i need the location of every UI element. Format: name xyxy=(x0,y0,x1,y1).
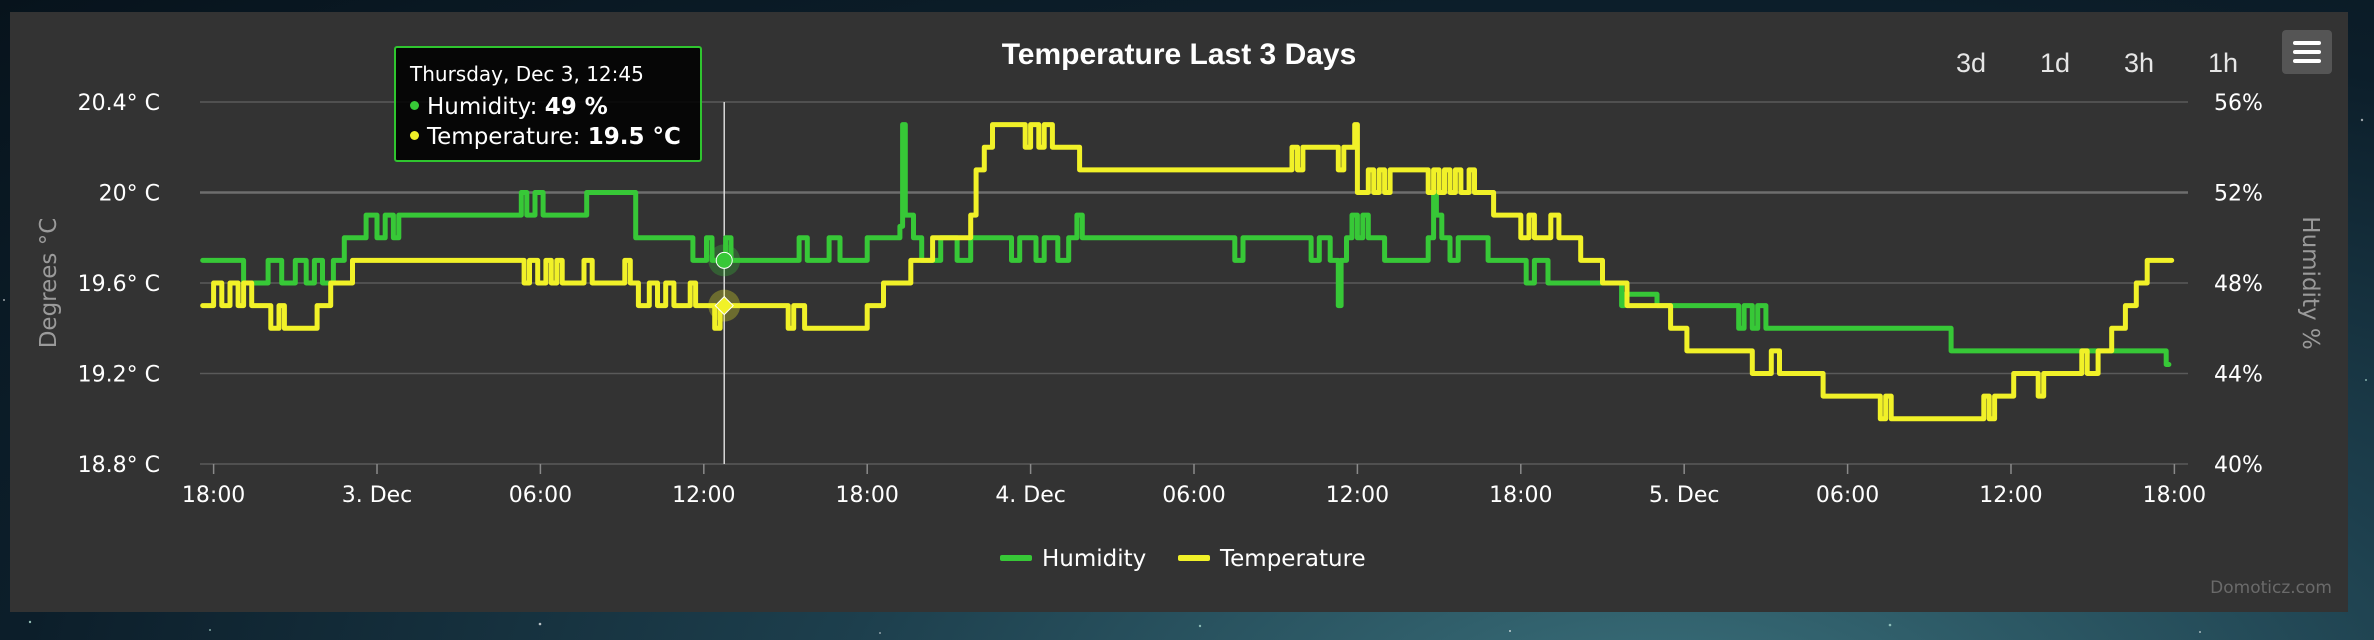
menu-icon-bar xyxy=(2293,59,2321,63)
temperature-series-line xyxy=(200,122,2175,422)
y-right-tick-label: 40% xyxy=(2214,453,2263,478)
range-3d-button[interactable]: 3d xyxy=(1956,48,1987,78)
legend-humidity[interactable]: Humidity xyxy=(1000,546,1146,572)
x-tick-label: 06:00 xyxy=(1162,483,1225,508)
humidity-dot-icon xyxy=(410,101,419,110)
temperature-hover-point xyxy=(714,295,734,316)
x-tick-label: 18:00 xyxy=(836,483,899,508)
chart-panel: 18.8° C 19.2° C 19.6° C 20° C 20.4° C 40% 44% 4… xyxy=(10,12,2348,612)
x-tick-label: 06:00 xyxy=(1816,483,1879,508)
humidity-swatch-icon xyxy=(1000,554,1032,561)
legend-temperature[interactable]: Temperature xyxy=(1178,546,1366,572)
tooltip-humidity-row: Humidity: 49 % xyxy=(410,92,700,122)
y-right-tick-label: 48% xyxy=(2214,272,2263,297)
x-tick-label: 18:00 xyxy=(182,483,245,508)
range-1h-button[interactable]: 1h xyxy=(2208,48,2239,78)
y-left-tick-label: 19.6° C xyxy=(78,272,160,297)
x-tick-label: 18:00 xyxy=(1489,483,1552,508)
y-left-tick-label: 18.8° C xyxy=(78,453,160,478)
legend-temperature-label: Temperature xyxy=(1220,546,1366,572)
hover-tooltip: Thursday, Dec 3, 12:45 Humidity: 49 % Te… xyxy=(394,46,702,162)
tooltip-date: Thursday, Dec 3, 12:45 xyxy=(410,62,644,86)
y-right-tick-label: 44% xyxy=(2214,363,2263,388)
x-tick-label: 12:00 xyxy=(1326,483,1389,508)
humidity-series-line xyxy=(200,122,2172,367)
range-1d-button[interactable]: 1d xyxy=(2040,48,2071,78)
x-tick-label: 4. Dec xyxy=(995,483,1066,508)
temperature-chart: 18.8° C 19.2° C 19.6° C 20° C 20.4° C 40% 44% 4… xyxy=(36,91,2323,508)
x-tick-label: 3. Dec xyxy=(342,483,413,508)
menu-icon xyxy=(2293,41,2321,45)
legend-humidity-label: Humidity xyxy=(1042,546,1147,572)
y-right-tick-label: 56% xyxy=(2214,91,2263,116)
x-tick-label: 18:00 xyxy=(2143,483,2206,508)
x-tick-label: 12:00 xyxy=(672,483,735,508)
menu-icon-bar xyxy=(2293,50,2321,54)
tooltip-temperature-label: Temperature: xyxy=(427,124,581,150)
temperature-dot-icon xyxy=(410,131,419,140)
tooltip-temperature-value: 19.5 °C xyxy=(587,124,681,150)
x-tick-label: 06:00 xyxy=(509,483,572,508)
credits-link[interactable]: Domoticz.com xyxy=(2210,578,2332,598)
y-left-tick-label: 19.2° C xyxy=(78,363,160,388)
y-left-tick-label: 20° C xyxy=(99,182,160,207)
temperature-swatch-icon xyxy=(1178,554,1210,561)
tooltip-temperature-row: Temperature: 19.5 °C xyxy=(410,122,700,152)
chart-title: Temperature Last 3 Days xyxy=(1001,38,1357,71)
chart-menu-button[interactable] xyxy=(2282,30,2332,74)
tooltip-humidity-value: 49 % xyxy=(544,94,608,120)
y-left-tick-label: 20.4° C xyxy=(78,91,160,116)
tooltip-humidity-label: Humidity: xyxy=(427,94,538,120)
x-tick-label: 12:00 xyxy=(1979,483,2042,508)
humidity-hover-point xyxy=(715,251,733,269)
y-left-axis-title: Degrees °C xyxy=(36,218,62,349)
x-tick-label: 5. Dec xyxy=(1649,483,1720,508)
y-right-axis-title: Humidity % xyxy=(2297,216,2323,349)
range-3h-button[interactable]: 3h xyxy=(2124,48,2155,78)
y-right-tick-label: 52% xyxy=(2214,182,2263,207)
